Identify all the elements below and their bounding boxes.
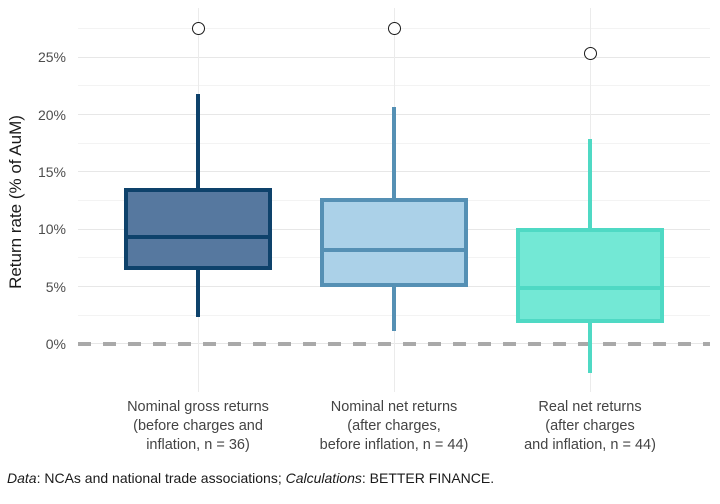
- box-iqr: [516, 228, 664, 324]
- y-tick-label: 20%: [37, 106, 66, 123]
- caption-data-text: : NCAs and national trade associations;: [36, 470, 286, 486]
- source-caption: Data: NCAs and national trade associatio…: [7, 470, 494, 486]
- outlier-point: [583, 47, 597, 61]
- outlier-point: [387, 22, 401, 36]
- caption-data-label: Data: [7, 470, 37, 486]
- x-category-label-line: Nominal net returns: [330, 399, 458, 415]
- y-tick-label: 0%: [45, 335, 66, 352]
- outlier-point: [191, 22, 205, 36]
- y-tick-label: 15%: [37, 163, 66, 180]
- y-tick-label: 10%: [37, 221, 66, 238]
- x-category-label-line: before inflation, n = 44): [319, 437, 469, 453]
- caption-calculations-text: : BETTER FINANCE.: [361, 470, 495, 486]
- x-category-label: Nominal gross returns (before charges and…: [38, 398, 358, 455]
- x-category-label: Nominal net returns (after charges, before…: [234, 398, 554, 455]
- x-category-label-line: (after charges,: [347, 418, 441, 434]
- median-line: [324, 247, 464, 252]
- x-category-label: Real net returns (after charges and inflat…: [430, 398, 720, 455]
- median-line: [520, 285, 660, 290]
- median-line: [128, 235, 268, 240]
- zero-dashed-line: [78, 341, 710, 346]
- x-category-label-line: Real net returns: [538, 399, 642, 415]
- x-category-label-line: (before charges and: [133, 418, 263, 434]
- box-iqr: [320, 198, 468, 287]
- x-category-label-line: Nominal gross returns: [127, 399, 269, 415]
- y-tick-label: 5%: [45, 278, 66, 295]
- caption-calculations-label: Calculations: [285, 470, 362, 486]
- x-category-label-line: (after charges: [545, 418, 635, 434]
- x-category-label-line: and inflation, n = 44): [524, 437, 656, 453]
- y-tick-label: 25%: [37, 49, 66, 66]
- x-category-label-line: inflation, n = 36): [146, 437, 250, 453]
- box-iqr: [124, 187, 272, 271]
